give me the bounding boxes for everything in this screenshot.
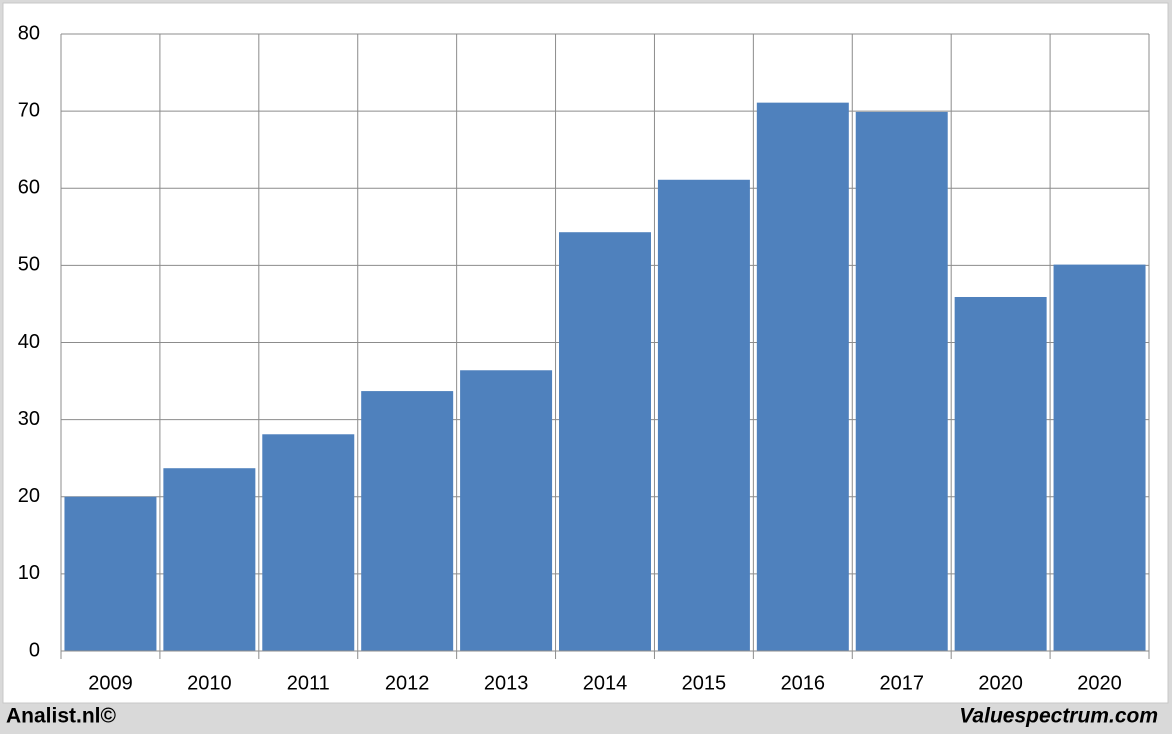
y-tick-label: 20 [18, 485, 40, 507]
bar [756, 102, 849, 652]
bar [559, 232, 651, 651]
source-right: Valuespectrum.com [959, 705, 1158, 728]
y-tick-label: 40 [18, 331, 40, 353]
bar [855, 111, 948, 652]
y-tick-label: 60 [18, 177, 40, 199]
x-tick-label: 2012 [385, 672, 430, 694]
bar [64, 496, 157, 651]
y-tick-label: 0 [29, 639, 40, 661]
x-tick-label: 2009 [88, 672, 133, 694]
bar [163, 468, 256, 651]
y-tick-label: 50 [18, 254, 40, 276]
y-tick-label: 70 [18, 99, 40, 121]
x-tick-label: 2016 [781, 672, 826, 694]
y-tick-label: 80 [18, 22, 40, 44]
source-left: Analist.nl© [6, 705, 117, 728]
x-tick-label: 2015 [682, 672, 727, 694]
x-tick-label: 2014 [583, 672, 628, 694]
bar [460, 370, 553, 651]
bar [657, 179, 750, 652]
x-tick-label: 2010 [187, 672, 232, 694]
x-tick-label: 2017 [879, 672, 924, 694]
bar [361, 391, 454, 651]
x-tick-label: 2011 [287, 672, 330, 694]
x-tick-label: 2020 [1077, 672, 1122, 694]
bar [262, 434, 355, 651]
y-tick-label: 30 [18, 408, 40, 430]
y-tick-label: 10 [18, 562, 40, 584]
bar [1053, 264, 1146, 651]
x-tick-label: 2013 [484, 672, 529, 694]
x-tick-label: 2020 [978, 672, 1023, 694]
bar [954, 296, 1047, 651]
